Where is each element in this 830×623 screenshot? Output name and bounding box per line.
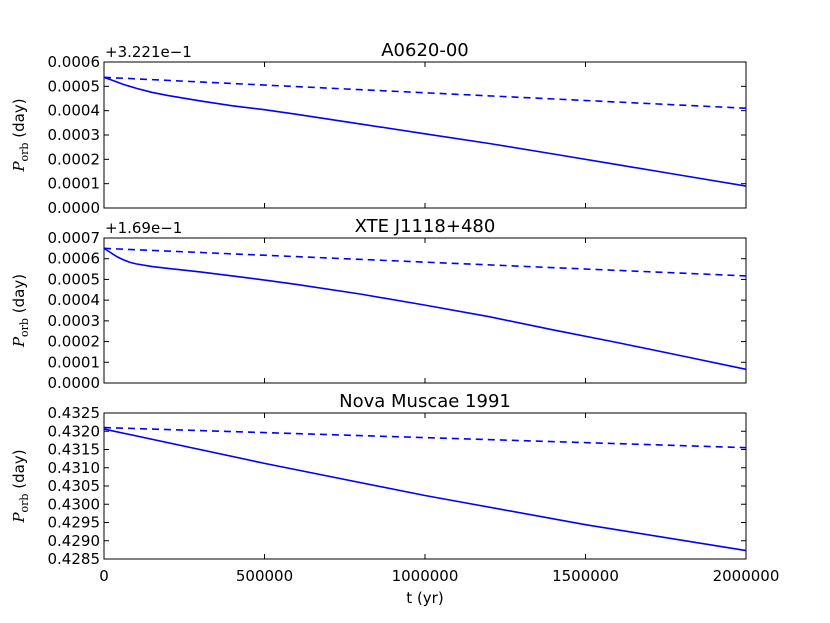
- panel-1-title: A0620-00: [381, 40, 469, 61]
- panel-3-ytick-label: 0.4300: [48, 495, 101, 513]
- x-axis-label: t (yr): [406, 589, 443, 607]
- panel-2-ytick-label: 0.0005: [48, 270, 101, 288]
- panel-3-ytick-label: 0.4320: [48, 422, 101, 440]
- panel-3-ylabel-subscript: orb: [18, 494, 31, 513]
- panel-3-xtick-label: 2000000: [713, 567, 780, 585]
- panel-3-ytick-label: 0.4310: [48, 459, 101, 477]
- panel-2-series-solid-line: [103, 247, 747, 371]
- panel-1-ytick-label: 0.0004: [48, 102, 101, 120]
- panel-2-ylabel-symbol: P: [10, 336, 28, 348]
- panel-1-ylabel-unit: (day): [10, 98, 28, 142]
- panel-2-ytick-label: 0.0000: [48, 374, 101, 392]
- panel-2-ytick-label: 0.0003: [48, 312, 101, 330]
- panel-1-ytick-label: 0.0002: [48, 150, 101, 168]
- panel-2-ylabel-unit: (day): [10, 274, 28, 318]
- panel-1-series-solid-line: [103, 76, 747, 187]
- panel-3-ytick-label: 0.4325: [48, 404, 101, 422]
- panel-1-ytick-label: 0.0003: [48, 126, 101, 144]
- panel-1-y-axis-label: Porb (day): [10, 98, 31, 172]
- panel-3-xtick-label: 1000000: [392, 567, 459, 585]
- panel-3-ytick-label: 0.4295: [48, 514, 101, 532]
- panel-3-ylabel-symbol: P: [10, 512, 28, 524]
- panel-2-ytick-label: 0.0006: [48, 250, 101, 268]
- panel-2-y-axis-label: Porb (day): [10, 274, 31, 348]
- panel-3-xtick-label: 0: [99, 567, 109, 585]
- panel-3-ytick-label: 0.4290: [48, 532, 101, 550]
- panel-2-offset-text: +1.69e−1: [105, 219, 182, 237]
- panel-3-ytick-label: 0.4315: [48, 441, 101, 459]
- panel-3-ytick-label: 0.4305: [48, 477, 101, 495]
- panel-1-ytick-label: 0.0006: [48, 53, 101, 71]
- panel-2-ytick-label: 0.0001: [48, 353, 101, 371]
- panel-3-xtick-label: 1500000: [552, 567, 619, 585]
- panel-1-ylabel-symbol: P: [10, 161, 28, 173]
- panel-2-ytick-label: 0.0004: [48, 291, 101, 309]
- panel-2-ytick-label: 0.0002: [48, 333, 101, 351]
- panel-2-ylabel-subscript: orb: [18, 318, 31, 337]
- panel-1-offset-text: +3.221e−1: [105, 43, 192, 61]
- panel-1-ytick-label: 0.0000: [48, 199, 101, 217]
- panel-1-ytick-label: 0.0005: [48, 77, 101, 95]
- panel-3-title: Nova Muscae 1991: [339, 391, 511, 412]
- panel-3-xtick-label: 500000: [236, 567, 293, 585]
- panel-2-ytick-label: 0.0007: [48, 229, 101, 247]
- panel-2-title: XTE J1118+480: [355, 216, 496, 237]
- panel-3-y-axis-label: Porb (day): [10, 449, 31, 523]
- panel-1-ytick-label: 0.0001: [48, 175, 101, 193]
- panel-1-ylabel-subscript: orb: [18, 143, 31, 162]
- panel-3-ylabel-unit: (day): [10, 449, 28, 493]
- panel-3-ytick-label: 0.4285: [48, 550, 101, 568]
- panel-3-series-solid-line: [103, 428, 747, 552]
